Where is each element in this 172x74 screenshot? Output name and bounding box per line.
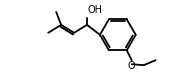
Text: OH: OH bbox=[88, 5, 103, 15]
Text: O: O bbox=[128, 61, 136, 71]
